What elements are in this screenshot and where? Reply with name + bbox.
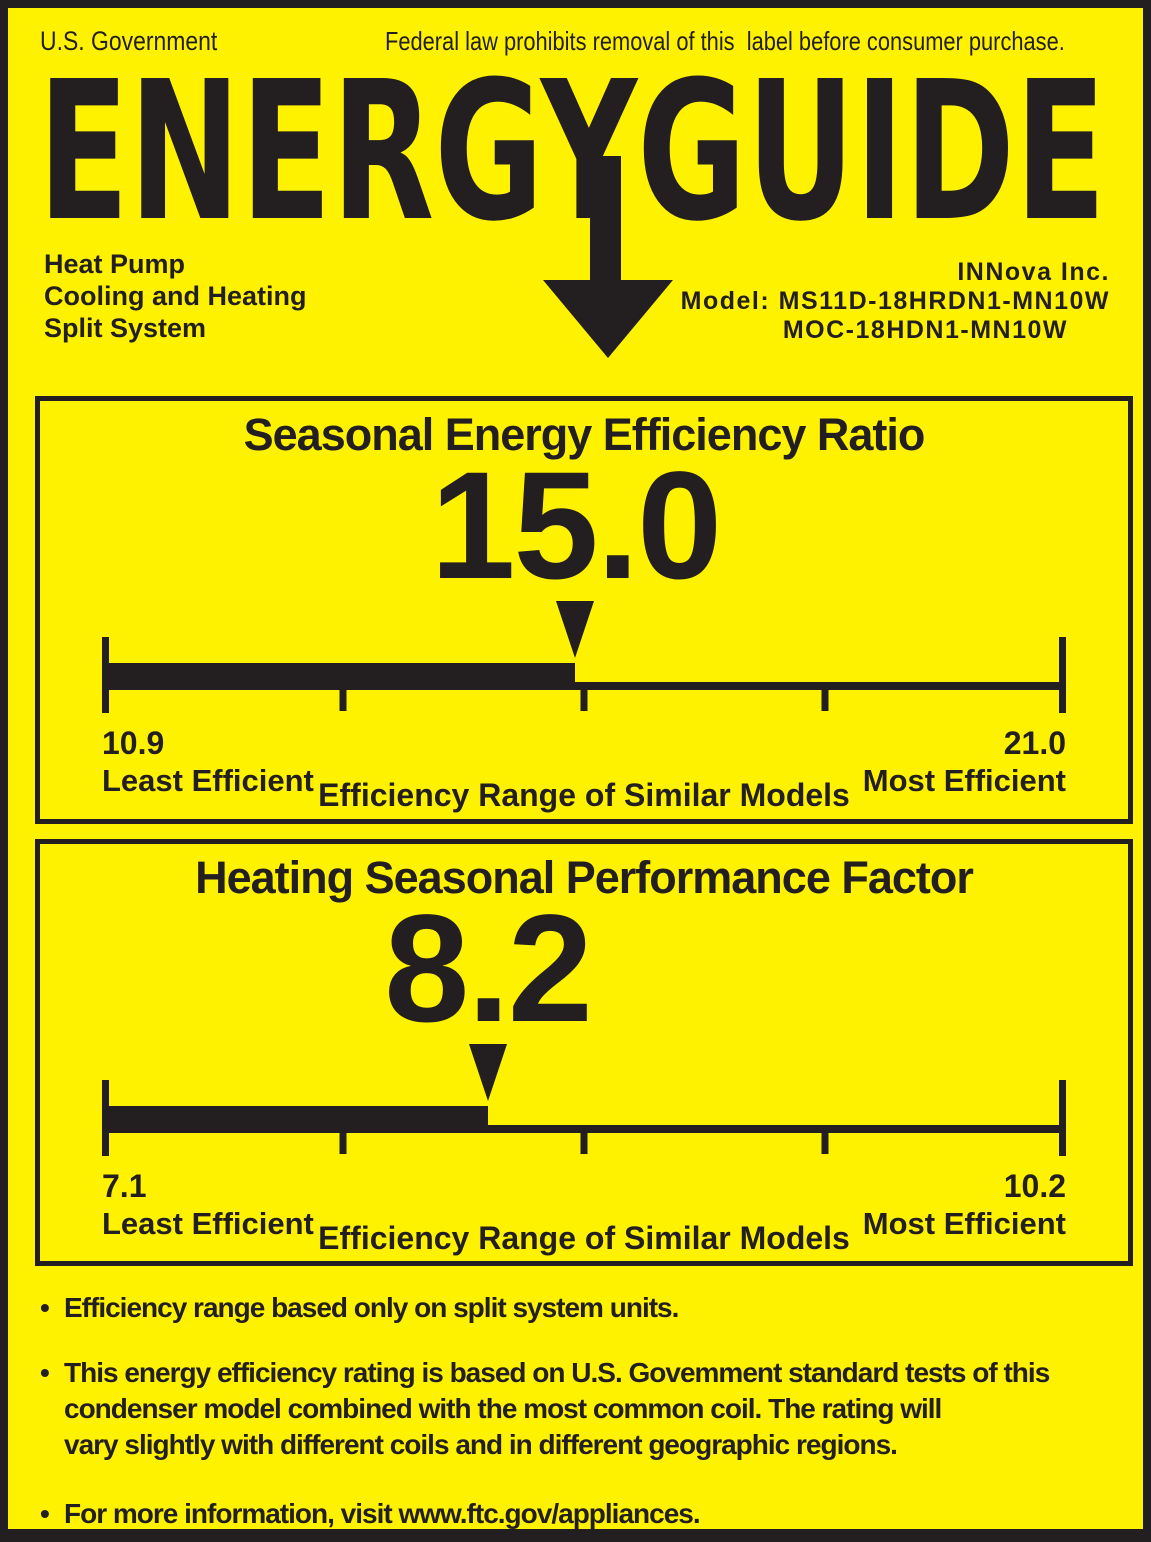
manufacturer-name: INNova Inc.: [957, 258, 1110, 286]
seer-gauge: [102, 601, 1066, 713]
hspf-gauge-filled-bar: [102, 1106, 488, 1133]
seer-gauge-right-cap: [1059, 637, 1066, 713]
hspf-gauge-tick: [821, 1133, 829, 1154]
energyguide-logo: ENERGYGUIDE: [38, 68, 1106, 358]
hspf-range-label: Efficiency Range of Similar Models: [318, 1220, 850, 1256]
seer-title: Seasonal Energy Efficiency Ratio: [243, 409, 926, 460]
seer-labels-row: 10.9 21.0 Least Efficient Most Efficient…: [102, 713, 1066, 813]
hspf-value-row: 8.2: [102, 892, 1066, 1045]
hspf-max-value: 10.2: [1003, 1168, 1066, 1204]
hspf-gauge-tick: [339, 1133, 347, 1154]
seer-gauge-filled-bar: [102, 663, 576, 690]
hspf-title: Heating Seasonal Performance Factor: [195, 852, 974, 903]
product-line-2: Cooling and Heating: [44, 281, 307, 311]
hspf-most-efficient-label: Most Efficient: [862, 1206, 1066, 1241]
seer-least-efficient-label: Least Efficient: [102, 763, 314, 798]
seer-min-value: 10.9: [102, 725, 165, 761]
product-line-1: Heat Pump: [44, 249, 186, 279]
energyguide-logo-text: ENERGYGUIDE: [38, 68, 1106, 264]
hspf-least-efficient-label: Least Efficient: [102, 1206, 314, 1241]
hspf-panel: Heating Seasonal Performance Factor 8.2 …: [35, 839, 1133, 1266]
seer-range-label: Efficiency Range of Similar Models: [318, 777, 850, 813]
footnote-text: This energy efficiency rating is based o…: [64, 1357, 1050, 1460]
seer-marker-triangle-icon: [556, 601, 595, 658]
product-type-block: Heat Pump Cooling and Heating Split Syst…: [44, 248, 307, 344]
seer-value-row: 15.0: [102, 449, 1066, 602]
manufacturer-block: INNova Inc. Model: MS11D-18HRDN1-MN10W M…: [681, 258, 1110, 345]
down-arrow-icon: [543, 156, 673, 358]
hspf-value: 8.2: [384, 883, 593, 1054]
bullet-icon: •: [40, 1292, 50, 1323]
footnotes-section: • Efficiency range based only on split s…: [38, 1270, 1115, 1529]
bullet-icon: •: [40, 1498, 50, 1529]
footnote-text: Efficiency range based only on split sys…: [64, 1292, 679, 1323]
model-number-line-2: MOC-18HDN1-MN10W: [782, 316, 1068, 344]
seer-gauge-tick: [580, 690, 588, 711]
hspf-gauge: [102, 1044, 1066, 1156]
footnote-text: For more information, visit www.ftc.gov/…: [64, 1498, 701, 1529]
seer-gauge-axis-line: [102, 682, 1066, 690]
seer-value: 15.0: [430, 440, 722, 611]
federal-law-notice: Federal law prohibits removal of this la…: [385, 26, 1065, 56]
seer-gauge-tick: [821, 690, 829, 711]
seer-gauge-tick: [339, 690, 347, 711]
product-line-3: Split System: [44, 313, 207, 343]
hspf-marker-triangle-icon: [468, 1044, 507, 1101]
footnote-efficiency-range: • Efficiency range based only on split s…: [38, 1290, 1115, 1326]
hspf-gauge-tick: [580, 1133, 588, 1154]
model-number-line-1: Model: MS11D-18HRDN1-MN10W: [680, 287, 1110, 315]
seer-max-value: 21.0: [1003, 725, 1066, 761]
seer-panel: Seasonal Energy Efficiency Ratio 15.0 10…: [35, 396, 1133, 824]
footnote-more-information: • For more information, visit www.ftc.go…: [38, 1496, 1115, 1529]
hspf-gauge-axis-line: [102, 1125, 1066, 1133]
hspf-labels-row: 7.1 10.2 Least Efficient Most Efficient …: [102, 1156, 1066, 1256]
seer-most-efficient-label: Most Efficient: [862, 763, 1066, 798]
footnote-rating-basis: • This energy efficiency rating is based…: [38, 1355, 1115, 1463]
us-government-text: U.S. Government: [40, 26, 218, 56]
hspf-gauge-right-cap: [1059, 1080, 1066, 1156]
bullet-icon: •: [40, 1357, 50, 1388]
hspf-min-value: 7.1: [102, 1168, 147, 1204]
